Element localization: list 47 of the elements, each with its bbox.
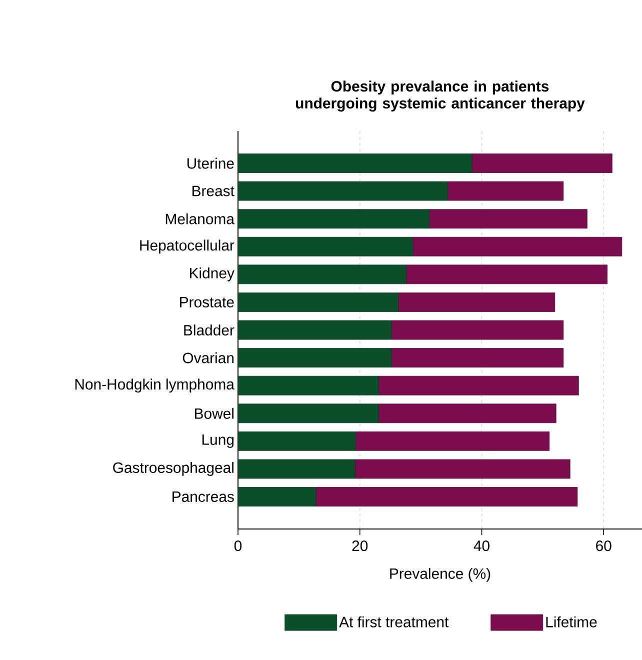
bar	[378, 404, 556, 424]
bar	[238, 348, 392, 368]
bar	[238, 181, 448, 201]
y-tick-label: Kidney	[190, 267, 234, 282]
y-tick-label: Bowel	[195, 408, 234, 419]
y-tick-label: Uterine	[187, 158, 234, 169]
bar	[238, 404, 379, 424]
legend-label: Lifetime	[546, 616, 597, 628]
y-tick-label: Melanoma	[166, 213, 234, 224]
bar	[391, 348, 564, 368]
bar	[412, 236, 622, 256]
bar	[391, 320, 564, 340]
bar	[238, 320, 392, 340]
y-tick-label: Pancreas	[172, 492, 234, 502]
x-tick-label: 40	[474, 540, 490, 552]
y-tick-label: Bladder	[184, 324, 234, 336]
y-tick-label: Ovarian	[182, 352, 234, 364]
x-tick-label: 0	[234, 540, 242, 552]
x-tick-label: 60	[596, 540, 612, 552]
y-tick-label: Lung	[202, 434, 234, 448]
chart-title: Obesity prevalance in patients undergoing systemic anticancer therapy	[296, 80, 585, 112]
y-tick-label: Breast	[192, 186, 234, 196]
y-tick-label: Non-Hodgkin lymphoma	[75, 378, 234, 393]
bar	[238, 292, 398, 312]
bar	[238, 264, 406, 284]
bar	[238, 236, 414, 256]
bar	[238, 376, 379, 396]
bar	[406, 264, 608, 284]
bar	[447, 181, 564, 201]
bar	[316, 487, 578, 506]
x-axis-title: Prevalence (%)	[390, 568, 490, 582]
bar	[355, 431, 550, 451]
y-tick-label: Prostate	[180, 296, 234, 308]
bar	[238, 209, 430, 229]
legend-label: At first treatment	[339, 616, 449, 628]
bar	[429, 209, 588, 229]
y-tick-label: Gastroesophageal	[113, 462, 234, 476]
bar	[238, 459, 356, 479]
bar	[472, 154, 612, 173]
bar	[238, 487, 316, 506]
bar	[354, 459, 570, 479]
x-tick-label: 20	[352, 540, 368, 552]
bar	[238, 431, 356, 451]
bar	[378, 376, 579, 396]
bar	[398, 292, 556, 312]
y-tick-label: Hepatocellular	[140, 240, 234, 254]
bar	[238, 154, 472, 173]
